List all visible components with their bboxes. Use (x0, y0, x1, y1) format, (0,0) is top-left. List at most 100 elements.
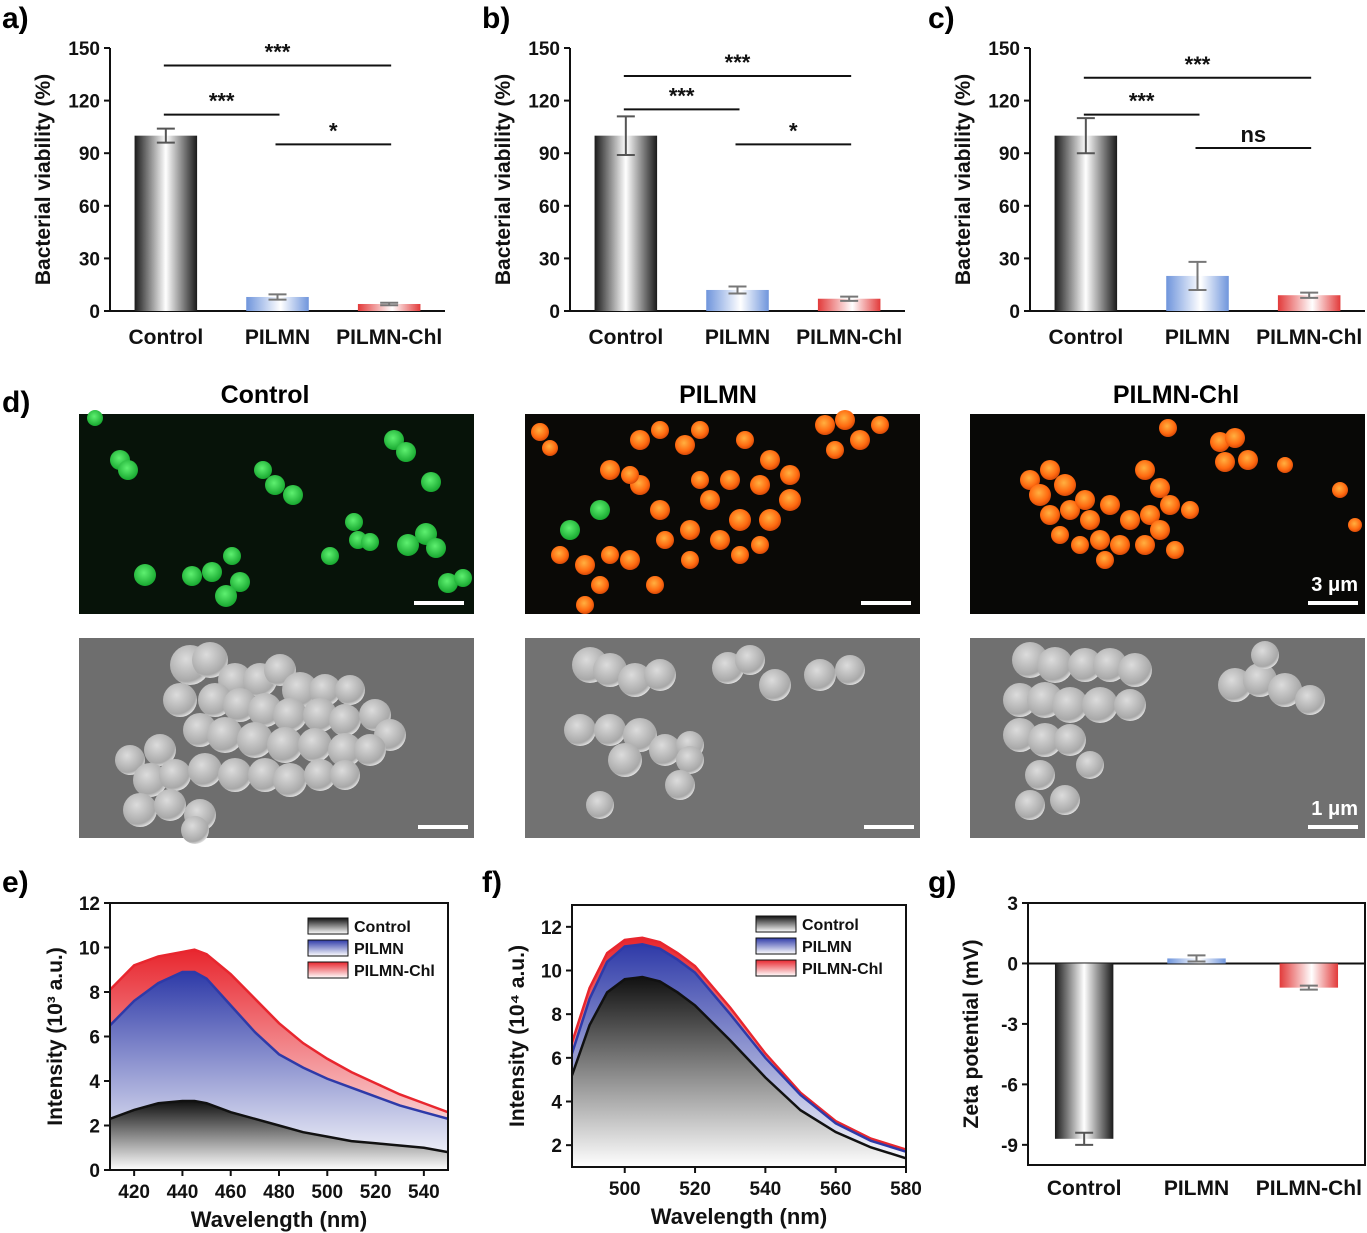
cell (621, 466, 639, 484)
cell (202, 562, 222, 582)
cell (273, 763, 307, 797)
panel-letter-d: d) (2, 386, 30, 419)
cell (680, 520, 700, 540)
panel-letter-b: b) (482, 2, 510, 35)
x-tick-label: 520 (360, 1182, 392, 1203)
cell (181, 816, 209, 844)
x-tick-label: PILMN (1164, 1177, 1229, 1200)
sem-image-pilmn-chl: 1 μm (970, 638, 1365, 838)
significance-label: *** (669, 83, 695, 108)
y-tick-label: 60 (539, 197, 560, 218)
y-tick-label: 120 (68, 92, 100, 113)
x-tick-label: 560 (820, 1179, 852, 1200)
x-tick-label: PILMN-Chl (1256, 1177, 1362, 1200)
cell (154, 789, 186, 821)
cell (1295, 685, 1325, 715)
cell (1100, 495, 1120, 515)
cell (1068, 648, 1102, 682)
cell (564, 714, 596, 746)
x-tick-label: PILMN-Chl (1256, 326, 1362, 349)
chart-c-viability: 0 30 60 90 120 150 Bacterial viability (%) Cont… (952, 39, 1365, 349)
legend-label: Control (354, 919, 411, 936)
x-tick-label: PILMN-Chl (336, 326, 442, 349)
cell (601, 546, 619, 564)
cell (576, 596, 594, 614)
cell (304, 759, 336, 791)
cell (656, 531, 674, 549)
cell (298, 728, 332, 762)
cell (759, 509, 781, 531)
cell (309, 674, 341, 706)
cell (1135, 535, 1155, 555)
significance-label: ns (1240, 122, 1266, 147)
x-tick-label: PILMN (1165, 326, 1230, 349)
y-axis-label: Intensity (10³ a.u.) (44, 947, 67, 1126)
micrograph-title-pilmn-chl: PILMN-Chl (1113, 381, 1239, 409)
y-axis-label: Bacterial viability (%) (492, 74, 515, 285)
series-line-pilmn (572, 943, 906, 1153)
cell (1025, 760, 1055, 790)
cell (134, 564, 156, 586)
scale-bar (1308, 601, 1358, 605)
y-tick-label: 90 (79, 144, 100, 165)
cell (560, 520, 580, 540)
scale-bar (1308, 825, 1358, 829)
cell (600, 460, 620, 480)
cell (691, 471, 709, 489)
cell (188, 753, 222, 787)
cell (115, 745, 145, 775)
cell (1268, 673, 1302, 707)
cell (438, 573, 458, 593)
scale-label-sem: 1 μm (1311, 798, 1358, 820)
x-tick-label: 480 (263, 1182, 295, 1203)
cell (1277, 457, 1293, 473)
cell (1332, 482, 1348, 498)
cell (421, 472, 441, 492)
cell (736, 431, 754, 449)
cell (303, 698, 337, 732)
fluorescence-image-pilmn (525, 410, 920, 614)
cell (649, 734, 681, 766)
cell (192, 642, 228, 678)
x-tick-label: 540 (750, 1179, 782, 1200)
bar-pilmn-chl (1277, 295, 1341, 311)
y-tick-label: 30 (79, 249, 100, 270)
x-tick-label: Control (1049, 326, 1124, 349)
cell (591, 576, 609, 594)
legend-label: Control (802, 917, 859, 934)
cell (1160, 495, 1180, 515)
legend-label: PILMN-Chl (802, 961, 883, 978)
cell (159, 759, 191, 791)
y-tick-label: 10 (541, 962, 562, 983)
cell (118, 460, 138, 480)
y-tick-label: 6 (551, 1049, 562, 1070)
cell (207, 717, 243, 753)
cell (230, 572, 250, 592)
scale-bar (864, 825, 914, 829)
cell (426, 538, 446, 558)
series-area-control (110, 1101, 448, 1170)
cell (1029, 484, 1051, 506)
cell (1166, 541, 1184, 559)
cell (1090, 530, 1110, 550)
cell (1082, 687, 1118, 723)
cell (780, 465, 800, 485)
cell (729, 509, 751, 531)
bar-control (134, 135, 198, 311)
y-tick-label: 150 (68, 39, 100, 60)
cell (623, 718, 657, 752)
y-tick-label: 60 (79, 197, 100, 218)
micrograph-title-pilmn: PILMN (679, 381, 757, 409)
y-tick-label: 30 (539, 249, 560, 270)
cell (1210, 432, 1230, 452)
y-tick-label: 120 (988, 92, 1020, 113)
cell (675, 435, 695, 455)
cell (1037, 647, 1073, 683)
y-tick-label: 8 (551, 1005, 562, 1026)
fluorescence-image-control (79, 410, 474, 614)
cell (345, 513, 363, 531)
x-tick-label: 500 (311, 1182, 343, 1203)
y-tick-label: 12 (79, 894, 100, 915)
significance-label: *** (265, 40, 291, 65)
